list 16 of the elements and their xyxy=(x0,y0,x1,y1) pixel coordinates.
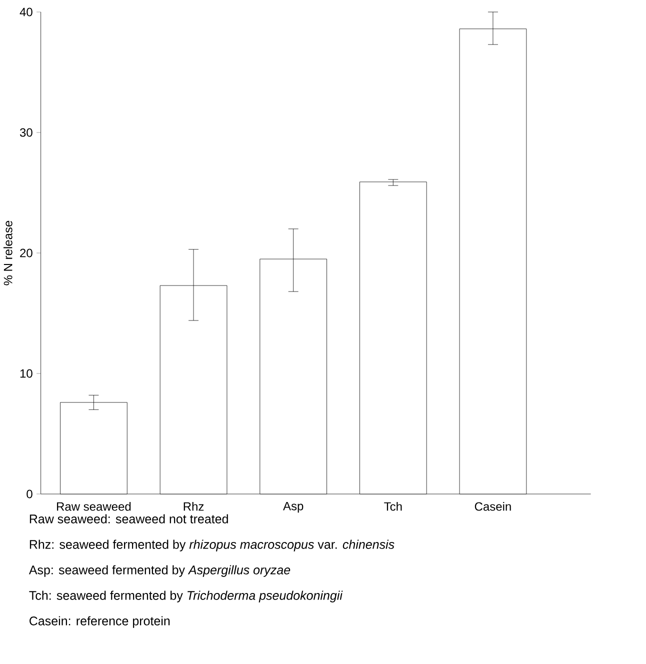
x-tick-label: Rhz xyxy=(184,502,204,511)
y-tick-label: 20 xyxy=(20,248,33,258)
y-tick-label: 30 xyxy=(20,128,33,137)
y-axis-title: % N release xyxy=(4,220,12,286)
x-tick-label: Asp xyxy=(283,502,304,513)
text: Casein: reference protein xyxy=(30,616,170,628)
text: Asp: seaweed fermented by Aspergillus oryzae xyxy=(29,565,290,577)
text: Rhz: seaweed fermented by rhizopus macroscopus var. chinensis xyxy=(30,540,394,552)
x-tick-label: Raw seaweed xyxy=(57,502,131,511)
x-tick-label: Casein xyxy=(475,502,512,511)
text: Raw seaweed: seaweed not treated xyxy=(30,514,228,524)
y-tick-label: 10 xyxy=(20,369,33,378)
y-tick-label: 0 xyxy=(26,490,33,498)
text: Tch: seaweed fermented by Trichoderma pseudokoningii xyxy=(29,590,343,602)
x-tick-label: Tch xyxy=(384,502,402,511)
y-tick-label: 40 xyxy=(20,8,33,16)
